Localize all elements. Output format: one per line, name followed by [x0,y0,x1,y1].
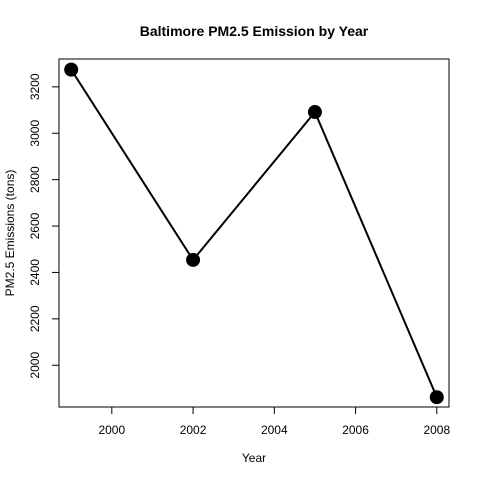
series-group [64,62,444,405]
x-tick-label: 2000 [98,423,125,437]
y-axis-label: PM2.5 Emissions (tons) [3,170,17,297]
y-tick-label: 2000 [28,352,42,379]
series-line [70,69,438,398]
data-point [307,105,322,120]
y-tick-label: 3200 [28,73,42,100]
x-tick-label: 2002 [180,423,207,437]
x-tick-label: 2006 [342,423,369,437]
data-point [186,252,201,267]
y-ticks: 2000 2200 2400 2600 2800 3000 3200 [28,73,59,379]
x-axis-label: Year [242,451,266,465]
data-point [64,62,79,77]
chart-title: Baltimore PM2.5 Emission by Year [140,23,369,39]
x-tick-label: 2004 [261,423,288,437]
y-tick-label: 3000 [28,120,42,147]
y-tick-label: 2800 [28,166,42,193]
data-point [429,390,444,405]
y-tick-label: 2400 [28,259,42,286]
y-tick-label: 2600 [28,212,42,239]
plot-box [58,58,450,408]
x-tick-label: 2008 [423,423,450,437]
x-ticks: 2000 2002 2004 2006 2008 [98,407,450,437]
y-tick-label: 2200 [28,305,42,332]
